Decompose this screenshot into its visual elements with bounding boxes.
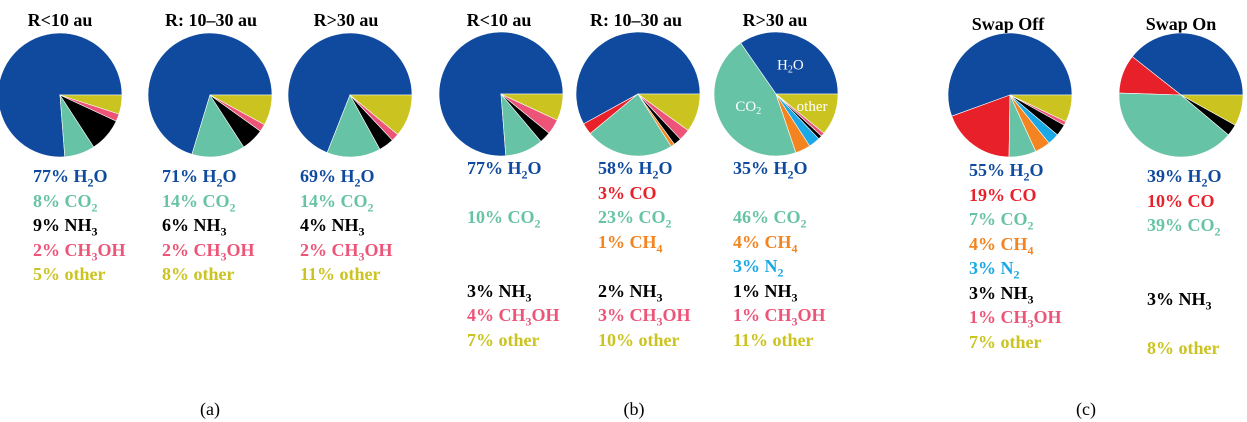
pie-slice-co2 (589, 93, 672, 157)
legend-row-ch3oh: 3% CH3OH (598, 305, 691, 329)
legend-row-h2o: 58% H2O (598, 158, 673, 182)
pie-slice-h2o (1131, 32, 1244, 96)
in-pie-label-co2: CO2 (735, 99, 761, 117)
legend-row-other: 11% other (733, 329, 814, 350)
pie-chart-a-1 (147, 32, 273, 158)
pie-slice-co2 (1118, 92, 1229, 158)
pie-chart-a-2 (287, 32, 413, 158)
pie-title: R: 10–30 au (164, 10, 258, 30)
panel-label: (c) (1076, 399, 1096, 419)
pie-chart-a-0 (0, 32, 123, 158)
pie-chart-b-4 (575, 31, 701, 157)
legend-row-other: 5% other (33, 264, 106, 284)
pie-title: Swap Off (971, 14, 1045, 34)
legend-row-co2: 14% CO2 (162, 190, 236, 215)
pie-slice-other (500, 93, 564, 121)
legend-row-h2o: 71% H2O (162, 166, 237, 190)
legend-row-co2: 7% CO2 (969, 209, 1034, 233)
legend-row-co2: 8% CO2 (33, 190, 98, 215)
legend-row-h2o: 39% H2O (1147, 166, 1222, 190)
panel-label: (b) (623, 399, 645, 419)
pie-slice-other (1179, 94, 1244, 126)
pie-slice-h2o (947, 32, 1073, 117)
legend-row-other: 7% other (467, 329, 540, 350)
legend-row-ch3oh: 2% CH3OH (162, 239, 255, 264)
pie-slice-h2o (287, 32, 413, 154)
legend-row-h2o: 77% H2O (33, 166, 108, 190)
pie-title: R<10 au (27, 10, 93, 30)
legend-row-nh3: 9% NH3 (33, 215, 98, 239)
pie-title: Swap On (1145, 14, 1217, 34)
pie-slice-other (59, 94, 123, 115)
legend-row-ch3oh: 4% CH3OH (467, 305, 560, 329)
legend-row-h2o: 77% H2O (467, 158, 542, 182)
pie-chart-b-5: H2O CO2 other (713, 31, 839, 157)
pie-title: R: 10–30 au (589, 10, 683, 30)
legend-row-other: 8% other (162, 264, 235, 284)
legend-row-other: 8% other (1147, 337, 1220, 358)
in-pie-label-h2o: H2O (777, 58, 804, 76)
pie-title: R>30 au (742, 10, 808, 30)
pie-title: R>30 au (313, 10, 379, 30)
legend-row-co: 3% CO (598, 182, 657, 203)
legend-row-nh3: 1% NH3 (733, 280, 798, 305)
legend-row-ch4: 4% CH4 (969, 233, 1034, 258)
legend-row-h2o: 55% H2O (969, 160, 1044, 184)
legend-row-co2: 14% CO2 (300, 190, 374, 215)
legend-row-nh3: 3% NH3 (1147, 288, 1212, 313)
pie-chart-b-3 (438, 31, 564, 157)
legend-row-n2: 3% N2 (733, 256, 784, 280)
pie-slice-other (775, 93, 839, 134)
legend-row-other: 10% other (598, 329, 680, 350)
pie-slice-co2 (191, 94, 245, 158)
pie-slice-co2 (326, 94, 381, 158)
pie-title: R<10 au (466, 10, 532, 30)
legend-row-nh3: 2% NH3 (598, 280, 663, 305)
legend-row-co: 19% CO (969, 184, 1037, 205)
pie-slice-other (1009, 94, 1073, 123)
pie-slice-co (951, 94, 1011, 158)
legend-row-other: 7% other (969, 331, 1042, 352)
legend-row-ch4: 1% CH4 (598, 231, 663, 256)
legend-row-n2: 3% N2 (969, 258, 1020, 282)
legend-row-nh3: 4% NH3 (300, 215, 365, 239)
legend-row-nh3: 3% NH3 (467, 280, 532, 305)
legend-row-nh3: 6% NH3 (162, 215, 227, 239)
legend-row-h2o: 69% H2O (300, 166, 375, 190)
pie-slice-co2 (713, 42, 797, 157)
pie-chart-c-6 (947, 32, 1073, 158)
legend-row-ch4: 4% CH4 (733, 231, 798, 256)
pie-chart-c-7 (1118, 32, 1244, 158)
legend-row-co: 10% CO (1147, 190, 1215, 211)
legend-row-nh3: 3% NH3 (969, 282, 1034, 307)
legend-row-ch3oh: 1% CH3OH (733, 305, 826, 329)
pie-slice-other (209, 94, 273, 126)
legend-row-ch3oh: 2% CH3OH (300, 239, 393, 264)
pie-slice-h2o (575, 31, 701, 125)
legend-row-ch3oh: 1% CH3OH (969, 307, 1062, 331)
panel-label: (a) (200, 399, 220, 419)
in-pie-label-other: other (797, 99, 828, 115)
pie-slice-h2o (147, 32, 273, 155)
legend-row-other: 11% other (300, 264, 381, 284)
pie-slice-h2o (740, 31, 839, 95)
legend-row-co2: 46% CO2 (733, 207, 807, 231)
legend-row-co2: 10% CO2 (467, 207, 541, 231)
pie-slice-other (349, 94, 413, 135)
legend-row-co2: 23% CO2 (598, 207, 672, 231)
pie-slice-other (637, 93, 701, 131)
legend-row-ch3oh: 2% CH3OH (33, 239, 126, 264)
legend-row-h2o: 35% H2O (733, 158, 808, 182)
legend-row-co2: 39% CO2 (1147, 215, 1221, 239)
